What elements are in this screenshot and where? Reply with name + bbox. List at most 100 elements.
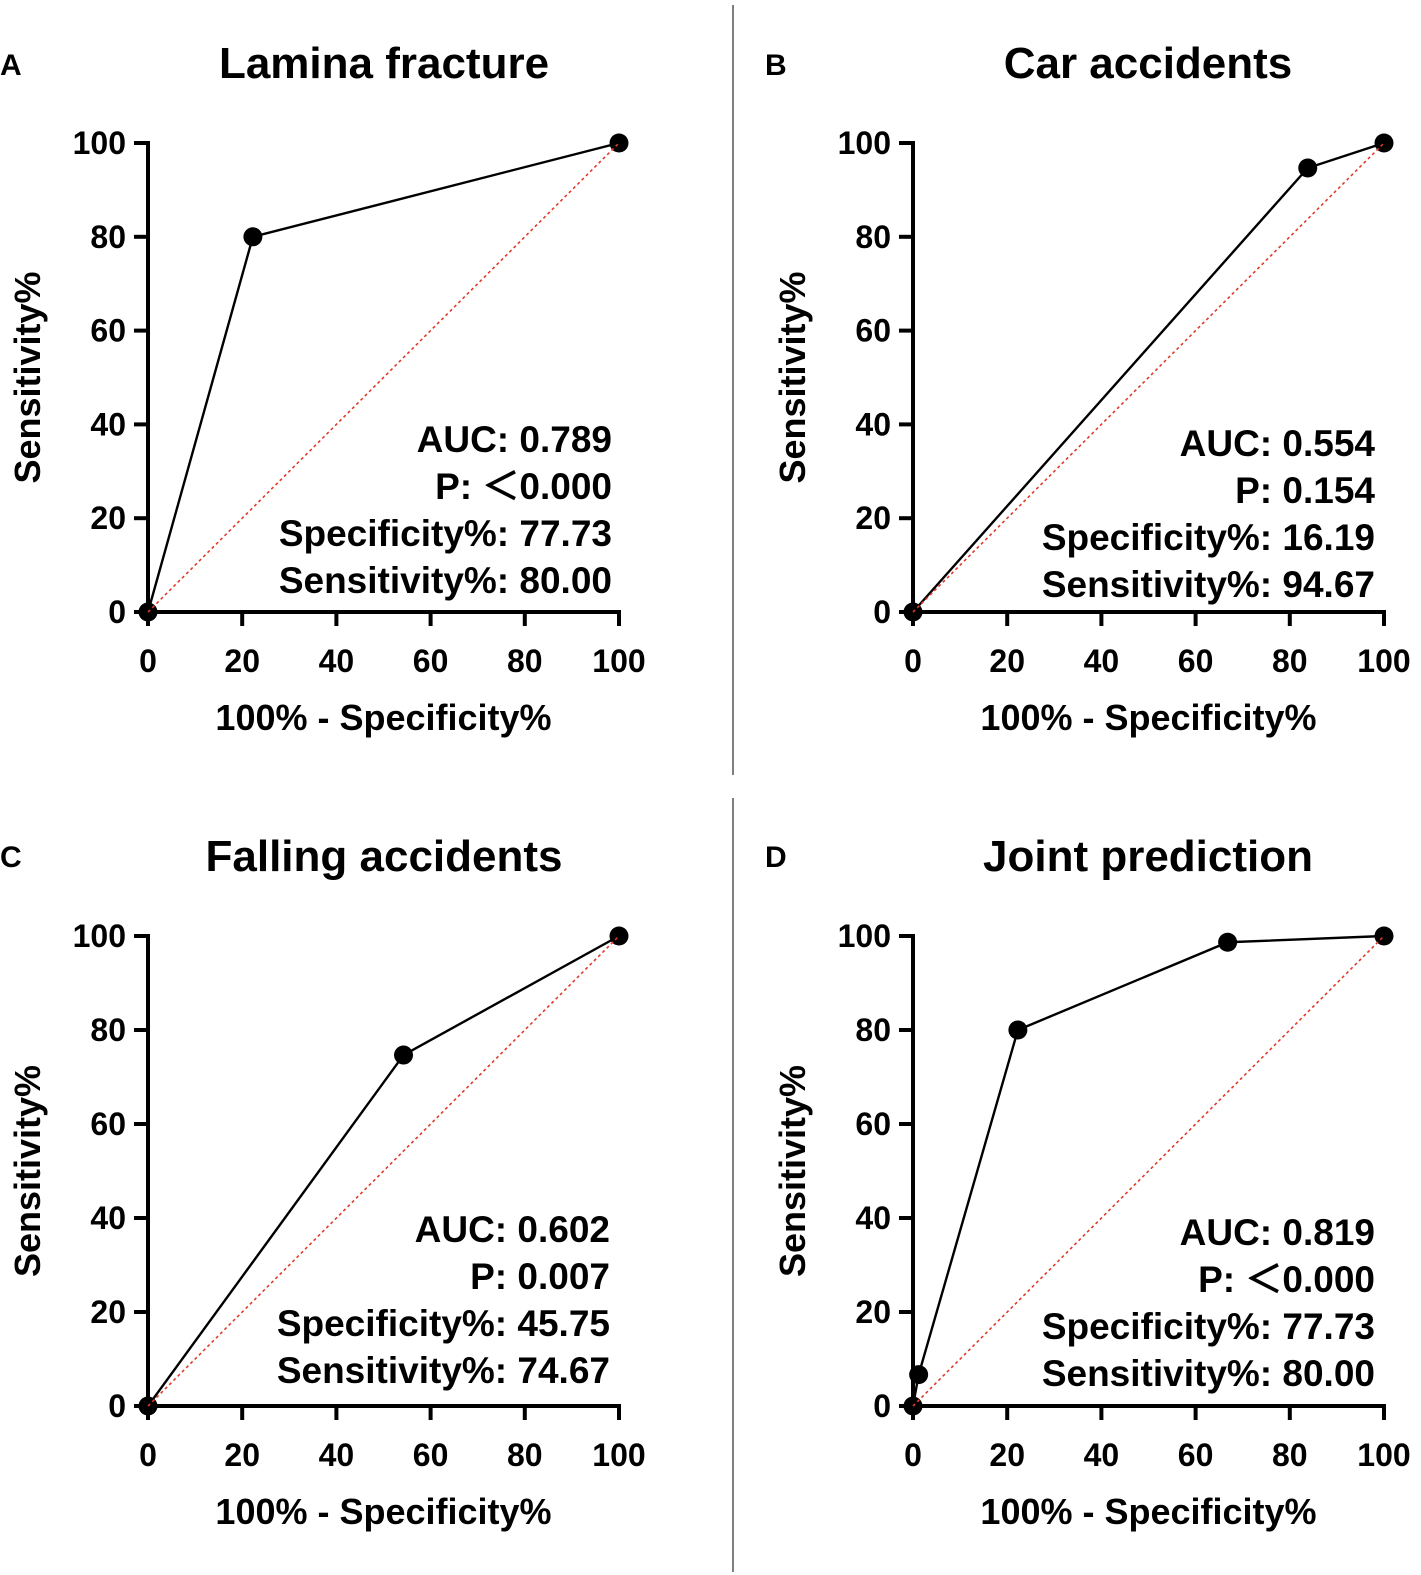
y-tick-label: 80 (855, 1012, 891, 1048)
x-tick-label: 100 (592, 1437, 645, 1473)
x-tick-label: 40 (319, 1437, 355, 1473)
roc-point (909, 1365, 929, 1385)
x-tick-label: 20 (989, 643, 1025, 679)
x-tick-label: 80 (1272, 643, 1308, 679)
x-tick-label: 0 (139, 1437, 157, 1473)
roc-point (243, 227, 263, 247)
x-tick-label: 80 (1272, 1437, 1308, 1473)
reference-line (912, 142, 1385, 613)
x-axis-title: 100% - Specificity% (215, 697, 551, 738)
y-tick-label: 100 (838, 125, 891, 161)
x-tick-label: 100 (1357, 1437, 1410, 1473)
stat-line: Sensitivity%: 94.67 (1042, 564, 1375, 605)
y-tick-label: 100 (73, 125, 126, 161)
reference-line (912, 935, 1385, 1407)
y-tick-label: 20 (90, 500, 126, 536)
chart-panels: A Lamina fracture 0 20 40 60 80 100 0 20 40 60 80 100… (0, 39, 1411, 1532)
x-tick-label: 0 (904, 643, 922, 679)
chart-title: Falling accidents (206, 832, 563, 881)
stat-line: P: ＜0.000 (435, 466, 612, 507)
roc-point (1008, 1020, 1028, 1040)
panel-letter: D (765, 841, 787, 874)
x-tick-label: 60 (1178, 643, 1214, 679)
stat-line: AUC: 0.602 (415, 1209, 610, 1250)
y-tick-label: 20 (855, 1294, 891, 1330)
x-tick-label: 80 (507, 1437, 543, 1473)
stat-line: AUC: 0.819 (1180, 1212, 1375, 1253)
y-tick-label: 0 (108, 1388, 126, 1424)
chart-title: Car accidents (1004, 39, 1293, 88)
y-tick-label: 60 (855, 313, 891, 349)
y-tick-label: 60 (90, 313, 126, 349)
roc-point (1374, 926, 1394, 946)
y-tick-label: 20 (855, 500, 891, 536)
y-tick-label: 40 (855, 406, 891, 442)
stat-line: Specificity%: 45.75 (277, 1303, 610, 1344)
x-tick-label: 60 (413, 1437, 449, 1473)
x-tick-label: 60 (1178, 1437, 1214, 1473)
y-axis-title: Sensitivity% (7, 1065, 48, 1277)
x-tick-label: 100 (592, 643, 645, 679)
reference-line (147, 142, 620, 613)
y-tick-label: 0 (873, 1388, 891, 1424)
y-tick-label: 100 (73, 918, 126, 954)
stat-line: Sensitivity%: 74.67 (277, 1350, 610, 1391)
x-tick-label: 0 (904, 1437, 922, 1473)
reference-line (147, 935, 620, 1407)
x-axis-title: 100% - Specificity% (980, 1491, 1316, 1532)
y-tick-label: 60 (90, 1106, 126, 1142)
x-tick-label: 60 (413, 643, 449, 679)
y-axis-title: Sensitivity% (7, 271, 48, 483)
stat-line: Specificity%: 77.73 (1042, 1306, 1375, 1347)
x-axis-title: 100% - Specificity% (215, 1491, 551, 1532)
x-tick-label: 40 (1084, 1437, 1120, 1473)
roc-point (1298, 158, 1318, 178)
chart-title: Lamina fracture (219, 39, 549, 88)
roc-point (1218, 932, 1238, 952)
stat-line: Specificity%: 16.19 (1042, 517, 1375, 558)
x-tick-label: 100 (1357, 643, 1410, 679)
x-tick-label: 20 (224, 1437, 260, 1473)
y-tick-label: 80 (90, 1012, 126, 1048)
stat-line: P: 0.007 (470, 1256, 610, 1297)
chart-title: Joint prediction (983, 832, 1313, 881)
stat-line: AUC: 0.554 (1180, 423, 1376, 464)
y-tick-label: 40 (855, 1200, 891, 1236)
panel-letter: C (0, 841, 22, 874)
stat-line: Sensitivity%: 80.00 (1042, 1353, 1375, 1394)
roc-point (394, 1045, 414, 1065)
panel-letter: A (0, 49, 22, 82)
x-tick-label: 40 (319, 643, 355, 679)
panel-letter: B (765, 49, 787, 82)
stat-line: AUC: 0.789 (417, 419, 612, 460)
stat-line: Specificity%: 77.73 (279, 513, 612, 554)
roc-point (1374, 133, 1394, 153)
y-tick-label: 80 (90, 219, 126, 255)
x-tick-label: 0 (139, 643, 157, 679)
roc-point (609, 133, 629, 153)
y-tick-label: 0 (108, 594, 126, 630)
x-tick-label: 80 (507, 643, 543, 679)
chart-panel-d: D Joint prediction 0 20 40 60 80 100 0 20 40 60 80 10… (765, 832, 1411, 1532)
x-axis-title: 100% - Specificity% (980, 697, 1316, 738)
stat-line: P: 0.154 (1235, 470, 1375, 511)
y-tick-label: 40 (90, 406, 126, 442)
y-tick-label: 20 (90, 1294, 126, 1330)
stat-line: P: ＜0.000 (1198, 1259, 1375, 1300)
y-tick-label: 60 (855, 1106, 891, 1142)
x-tick-label: 20 (989, 1437, 1025, 1473)
chart-panel-c: C Falling accidents 0 20 40 60 80 100 0 20 40 60 80 1… (0, 832, 646, 1532)
y-axis-title: Sensitivity% (772, 1065, 813, 1277)
y-tick-label: 80 (855, 219, 891, 255)
y-tick-label: 0 (873, 594, 891, 630)
x-tick-label: 20 (224, 643, 260, 679)
x-tick-label: 40 (1084, 643, 1120, 679)
roc-point (609, 926, 629, 946)
y-tick-label: 100 (838, 918, 891, 954)
chart-panel-b: B Car accidents 0 20 40 60 80 100 0 20 40 60 80 100 10… (765, 39, 1411, 738)
y-tick-label: 40 (90, 1200, 126, 1236)
y-axis-title: Sensitivity% (772, 271, 813, 483)
chart-panel-a: A Lamina fracture 0 20 40 60 80 100 0 20 40 60 80 100… (0, 39, 646, 738)
stat-line: Sensitivity%: 80.00 (279, 560, 612, 601)
